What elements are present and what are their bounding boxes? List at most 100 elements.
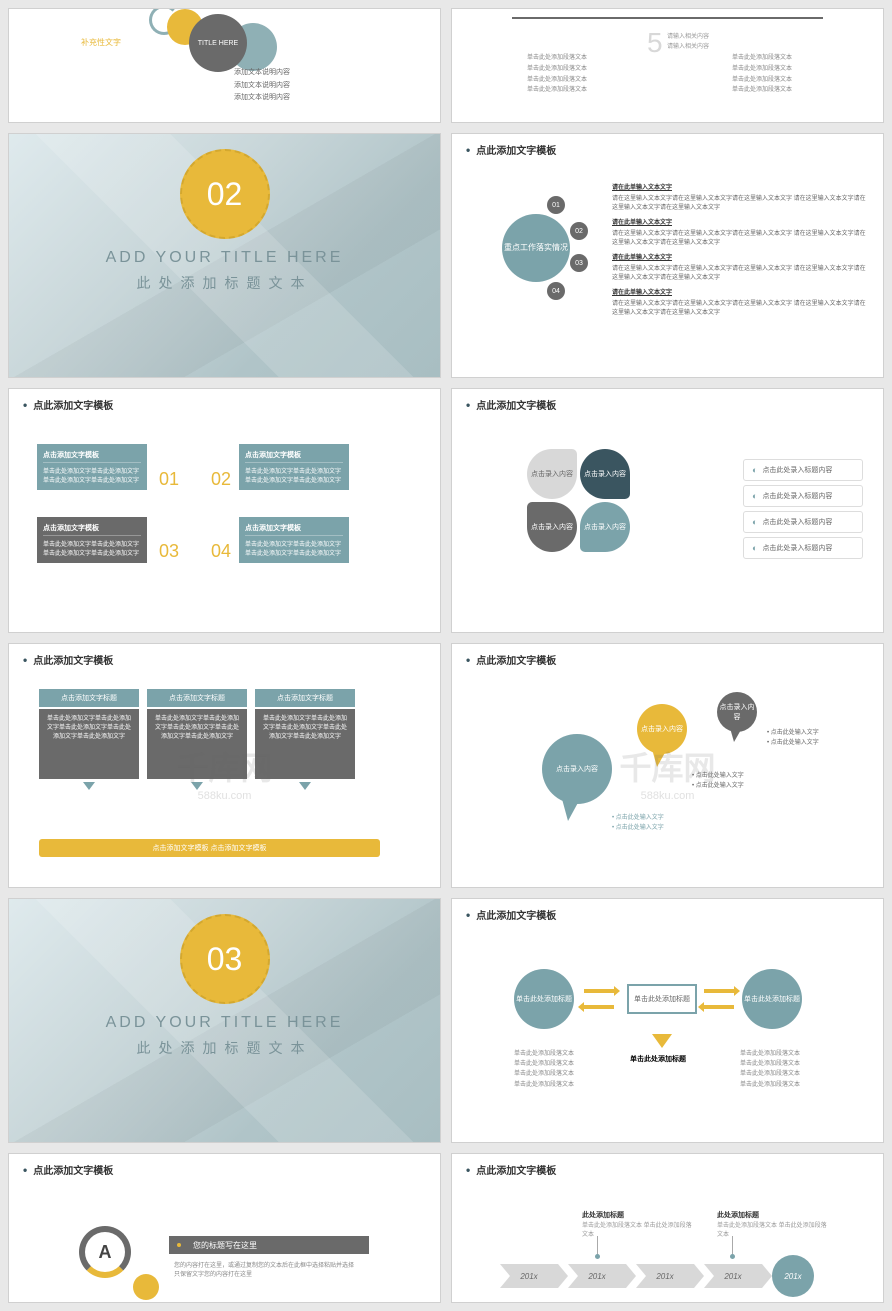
arrow-left-icon xyxy=(584,1005,614,1009)
arrow-down-icon xyxy=(652,1034,672,1048)
box-title: 点击添加文字模板 xyxy=(43,523,141,536)
list-item: 单击此处添加段落文本 xyxy=(740,1080,800,1090)
right-bullets: 单击此处添加段落文本 单击此处添加段落文本 单击此处添加段落文本 单击此处添加段… xyxy=(732,53,792,96)
box-title: 点击添加文字模板 xyxy=(245,450,343,463)
chevron-year-highlight: 201x xyxy=(772,1255,814,1297)
text-block: 请在此单输入文本文字 请在这里输入文本文字请在这里输入文本文字请在这里输入文本文… xyxy=(612,254,871,283)
block-title: 请在此单输入文本文字 xyxy=(612,184,871,193)
bullet-item: • 点击此处输入文字 xyxy=(767,729,819,739)
slide-10: 点此添加文字模板 单击此处添加标题 单击此处添加标题 单击此处添加标题 单击此处… xyxy=(451,898,884,1143)
box-title: 点击添加文字模板 xyxy=(43,450,141,463)
bullets: • 点击此处输入文字 • 点击此处输入文字 xyxy=(767,729,819,748)
slide-header: 点此添加文字模板 xyxy=(452,899,883,930)
col-body: 单击此处添加文字单击此处添加文字单击此处添加文字单击此处添加文字单击此处添加文字 xyxy=(147,709,247,779)
chevron-year: 201x xyxy=(636,1264,694,1288)
timeline-sub: 单击此处添加段落文本 单击此处添加段落文本 xyxy=(717,1222,827,1240)
bullet-item: 添加文本说明内容 xyxy=(234,92,290,105)
info-box: 点击添加文字模板 单击此处添加文字单击此处添加文字单击此处添加文字单击此处添加文… xyxy=(37,517,147,563)
slide-5: 点此添加文字模板 点击添加文字模板 单击此处添加文字单击此处添加文字单击此处添加… xyxy=(8,388,441,633)
box-title: 点击添加文字模板 xyxy=(245,523,343,536)
satellite-03: 03 xyxy=(570,254,588,272)
bullet-item: • 点击此处输入文字 xyxy=(612,824,664,834)
petal-bl: 点击录入内容 xyxy=(527,502,577,552)
bullets: • 点击此处输入文字 • 点击此处输入文字 xyxy=(692,772,744,791)
slide-12: 点此添加文字模板 此处添加标题 单击此处添加段落文本 单击此处添加段落文本 此处… xyxy=(451,1153,884,1303)
bullet-item: • 点击此处输入文字 xyxy=(692,772,744,782)
bullet-item: • 点击此处输入文字 xyxy=(612,814,664,824)
slide-header: 点此添加文字模板 xyxy=(452,644,883,675)
process-circle: 单击此处添加标题 xyxy=(514,969,574,1029)
section-number-circle: 03 xyxy=(180,914,270,1004)
bullet-item: 添加文本说明内容 xyxy=(234,67,290,80)
center-circle: 重点工作落实情况 xyxy=(502,214,570,282)
petal-br: 点击录入内容 xyxy=(580,502,630,552)
timeline-label: 此处添加标题 xyxy=(582,1210,624,1220)
connector-dot xyxy=(595,1254,600,1259)
petal-tr: 点击录入内容 xyxy=(580,449,630,499)
bubble-tail-icon xyxy=(652,749,667,767)
process-box: 单击此处添加标题 xyxy=(627,984,697,1014)
slide-header: 点此添加文字模板 xyxy=(9,644,440,675)
section-title-en: ADD YOUR TITLE HERE xyxy=(9,249,440,267)
box-number: 02 xyxy=(211,469,231,490)
process-circle: 单击此处添加标题 xyxy=(742,969,802,1029)
column: 点击添加文字标题 单击此处添加文字单击此处添加文字单击此处添加文字单击此处添加文… xyxy=(255,689,355,793)
col-body: 单击此处添加文字单击此处添加文字单击此处添加文字单击此处添加文字单击此处添加文字 xyxy=(39,709,139,779)
bullets: • 点击此处输入文字 • 点击此处输入文字 xyxy=(612,814,664,833)
left-bullets: 单击此处添加段落文本 单击此处添加段落文本 单击此处添加段落文本 单击此处添加段… xyxy=(527,53,587,96)
bullet-item: • 点击此处输入文字 xyxy=(767,739,819,749)
block-body: 请在这里输入文本文字请在这里输入文本文字请在这里输入文本文字 请在这里输入文本文… xyxy=(612,265,871,283)
sub-label: 请输入相关内容 xyxy=(667,31,709,40)
left-list: 单击此处添加段落文本 单击此处添加段落文本 单击此处添加段落文本 单击此处添加段… xyxy=(514,1049,574,1090)
box-number: 04 xyxy=(211,541,231,562)
list-item: 单击此处添加段落文本 xyxy=(514,1049,574,1059)
section-slide-03: 03 ADD YOUR TITLE HERE 此处添加标题文本 xyxy=(8,898,441,1143)
chevron-year: 201x xyxy=(568,1264,626,1288)
block-body: 请在这里输入文本文字请在这里输入文本文字请在这里输入文本文字 请在这里输入文本文… xyxy=(612,230,871,248)
right-list: 单击此处添加段落文本 单击此处添加段落文本 单击此处添加段落文本 单击此处添加段… xyxy=(740,1049,800,1090)
arrow-right-icon xyxy=(704,989,734,993)
slide-8: 点此添加文字模板 点击录入内容 点击录入内容 点击录入内容 • 点击此处输入文字… xyxy=(451,643,884,888)
col-body: 单击此处添加文字单击此处添加文字单击此处添加文字单击此处添加文字单击此处添加文字 xyxy=(255,709,355,779)
list-item: 点击此处录入标题内容 xyxy=(743,537,863,559)
bullet-item: 单击此处添加段落文本 xyxy=(527,64,587,75)
info-box: 点击添加文字模板 单击此处添加文字单击此处添加文字单击此处添加文字单击此处添加文… xyxy=(239,444,349,490)
column: 点击添加文字标题 单击此处添加文字单击此处添加文字单击此处添加文字单击此处添加文… xyxy=(147,689,247,793)
timeline-bar xyxy=(512,17,823,19)
box-number: 01 xyxy=(159,469,179,490)
slide-header: 点此添加文字模板 xyxy=(452,389,883,420)
section-slide-02: 02 ADD YOUR TITLE HERE 此处添加标题文本 xyxy=(8,133,441,378)
connector-dot xyxy=(730,1254,735,1259)
list-item: 单击此处添加段落文本 xyxy=(740,1059,800,1069)
slide-header: 点此添加文字模板 xyxy=(9,1154,440,1185)
arrow-left-icon xyxy=(704,1005,734,1009)
block-title: 请在此单输入文本文字 xyxy=(612,254,871,263)
box-number: 03 xyxy=(159,541,179,562)
big-number: 5 xyxy=(647,27,663,59)
arrow-down-icon xyxy=(191,782,203,790)
block-title: 请在此单输入文本文字 xyxy=(612,219,871,228)
bullet-item: • 点击此处输入文字 xyxy=(692,782,744,792)
col-header: 点击添加文字标题 xyxy=(147,689,247,707)
bubble-small: 点击录入内容 xyxy=(717,692,757,732)
slide-4: 点此添加文字模板 重点工作落实情况 01 02 03 04 请在此单输入文本文字… xyxy=(451,133,884,378)
bullet-item: 单击此处添加段落文本 xyxy=(732,75,792,86)
side-list: 点击此处录入标题内容 点击此处录入标题内容 点击此处录入标题内容 点击此处录入标… xyxy=(743,459,863,563)
list-item: 单击此处添加段落文本 xyxy=(514,1069,574,1079)
timeline-sub: 单击此处添加段落文本 单击此处添加段落文本 xyxy=(582,1222,692,1240)
slide-7: 点此添加文字模板 点击添加文字标题 单击此处添加文字单击此处添加文字单击此处添加… xyxy=(8,643,441,888)
box-body: 单击此处添加文字单击此处添加文字单击此处添加文字单击此处添加文字 xyxy=(245,466,343,484)
slide-2: 5 请输入相关内容 请输入相关内容 单击此处添加段落文本 单击此处添加段落文本 … xyxy=(451,8,884,123)
slide-1: TITLE HERE 补充性文字 添加文本说明内容 添加文本说明内容 添加文本说… xyxy=(8,8,441,123)
column: 点击添加文字标题 单击此处添加文字单击此处添加文字单击此处添加文字单击此处添加文… xyxy=(39,689,139,793)
chevron-year: 201x xyxy=(704,1264,762,1288)
arrow-down-icon xyxy=(83,782,95,790)
section-title-cn: 此处添加标题文本 xyxy=(9,1038,440,1058)
sub-label: 请输入相关内容 xyxy=(667,41,709,50)
bullet-item: 添加文本说明内容 xyxy=(234,80,290,93)
slide-header: 点此添加文字模板 xyxy=(452,1154,883,1185)
main-circle: TITLE HERE xyxy=(189,14,247,72)
section-number-circle: 02 xyxy=(180,149,270,239)
slide-11: 点此添加文字模板 A 您的标题写在这里 您的内容打在这里，或通过复制您的文本后在… xyxy=(8,1153,441,1303)
bullet-item: 单击此处添加段落文本 xyxy=(732,64,792,75)
